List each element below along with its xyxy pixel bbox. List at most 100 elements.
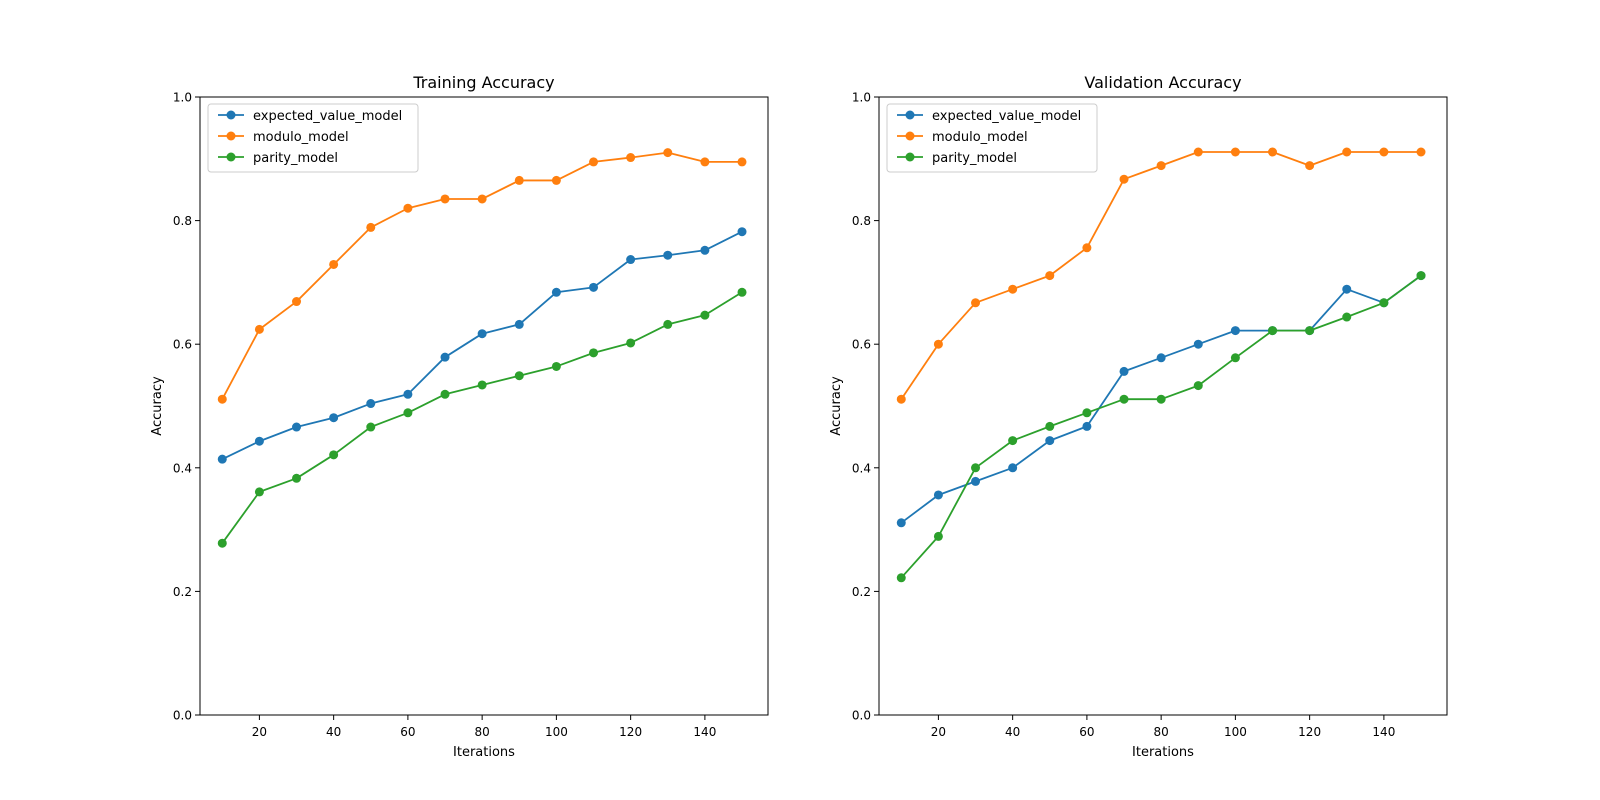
data-point bbox=[217, 454, 227, 464]
data-point bbox=[1342, 284, 1352, 294]
data-point bbox=[1230, 326, 1240, 336]
data-point bbox=[403, 389, 413, 399]
data-point bbox=[551, 175, 561, 185]
data-point bbox=[700, 157, 710, 167]
y-tick-label: 0.6 bbox=[173, 338, 192, 352]
data-point bbox=[589, 157, 599, 167]
data-point bbox=[1082, 243, 1092, 253]
series-layer bbox=[896, 147, 1426, 583]
x-tick-label: 40 bbox=[326, 725, 341, 739]
legend-label: modulo_model bbox=[253, 130, 349, 145]
chart-title: Validation Accuracy bbox=[1084, 73, 1241, 92]
y-tick-label: 0.4 bbox=[852, 461, 871, 475]
data-point bbox=[971, 476, 981, 486]
y-tick-label: 1.0 bbox=[852, 91, 871, 105]
x-tick: 100 bbox=[1224, 715, 1247, 739]
data-point bbox=[589, 348, 599, 358]
series-modulo-model bbox=[217, 148, 747, 404]
data-point bbox=[1416, 271, 1426, 281]
x-tick: 140 bbox=[693, 715, 716, 739]
y-ticks: 0.0 0.2 0.4 0.6 0.8 1.0 bbox=[852, 91, 879, 723]
legend-label: parity_model bbox=[253, 151, 338, 166]
y-tick: 0.4 bbox=[173, 461, 200, 475]
data-point bbox=[663, 319, 673, 329]
x-axis-label: Iterations bbox=[453, 745, 515, 760]
y-tick: 0.6 bbox=[852, 338, 879, 352]
data-point bbox=[1119, 394, 1129, 404]
data-point bbox=[514, 319, 524, 329]
data-point bbox=[737, 227, 747, 237]
data-point bbox=[254, 487, 264, 497]
legend-marker bbox=[905, 152, 915, 162]
y-tick: 0.8 bbox=[852, 214, 879, 228]
data-point bbox=[440, 389, 450, 399]
legend-frame bbox=[886, 103, 1098, 173]
x-tick: 120 bbox=[1298, 715, 1321, 739]
data-point bbox=[477, 329, 487, 339]
data-point bbox=[514, 175, 524, 185]
data-point bbox=[896, 394, 906, 404]
data-point bbox=[217, 538, 227, 548]
legend-label: modulo_model bbox=[932, 130, 1028, 145]
x-tick-label: 100 bbox=[545, 725, 568, 739]
data-point bbox=[217, 394, 227, 404]
data-point bbox=[1193, 339, 1203, 349]
data-point bbox=[1008, 436, 1018, 446]
data-point bbox=[971, 298, 981, 308]
x-tick: 20 bbox=[931, 715, 946, 739]
y-tick: 1.0 bbox=[173, 91, 200, 105]
legend-label: expected_value_model bbox=[253, 109, 402, 124]
x-tick-label: 80 bbox=[475, 725, 490, 739]
data-point bbox=[366, 399, 376, 409]
training-accuracy-panel: Training Accuracy 20 40 60 80 100 120 140 0.00… bbox=[150, 73, 769, 760]
x-tick-label: 140 bbox=[693, 725, 716, 739]
data-point bbox=[1008, 463, 1018, 473]
data-point bbox=[254, 324, 264, 334]
data-point bbox=[663, 250, 673, 260]
series-parity-model bbox=[896, 271, 1426, 583]
series-parity-model bbox=[217, 287, 747, 548]
data-point bbox=[1045, 436, 1055, 446]
series-layer bbox=[217, 148, 747, 548]
x-tick-label: 60 bbox=[1079, 725, 1094, 739]
data-point bbox=[1045, 421, 1055, 431]
y-tick: 0.6 bbox=[173, 338, 200, 352]
y-tick: 0.4 bbox=[852, 461, 879, 475]
x-tick: 40 bbox=[1005, 715, 1020, 739]
y-tick-label: 0.6 bbox=[852, 338, 871, 352]
x-axis-label: Iterations bbox=[1132, 745, 1194, 760]
y-tick-label: 0.8 bbox=[173, 214, 192, 228]
y-tick: 0.0 bbox=[852, 709, 879, 723]
data-point bbox=[1193, 147, 1203, 157]
data-point bbox=[551, 361, 561, 371]
y-tick-label: 0.0 bbox=[852, 709, 871, 723]
data-point bbox=[737, 287, 747, 297]
data-point bbox=[1230, 147, 1240, 157]
data-point bbox=[1268, 147, 1278, 157]
y-tick-label: 0.0 bbox=[173, 709, 192, 723]
legend-marker bbox=[226, 131, 236, 141]
data-point bbox=[254, 436, 264, 446]
data-point bbox=[329, 413, 339, 423]
data-point bbox=[366, 422, 376, 432]
x-tick-label: 60 bbox=[400, 725, 415, 739]
data-point bbox=[1045, 271, 1055, 281]
x-tick-label: 20 bbox=[931, 725, 946, 739]
x-tick: 20 bbox=[252, 715, 267, 739]
data-point bbox=[477, 194, 487, 204]
data-point bbox=[403, 203, 413, 213]
series-modulo-model bbox=[896, 147, 1426, 404]
y-tick: 0.2 bbox=[173, 585, 200, 599]
data-point bbox=[1119, 366, 1129, 376]
legend-marker bbox=[226, 110, 236, 120]
data-point bbox=[514, 371, 524, 381]
x-tick: 120 bbox=[619, 715, 642, 739]
data-point bbox=[1268, 326, 1278, 336]
data-point bbox=[1193, 381, 1203, 391]
data-point bbox=[551, 287, 561, 297]
legend-label: expected_value_model bbox=[932, 109, 1081, 124]
data-point bbox=[626, 338, 636, 348]
data-point bbox=[403, 408, 413, 418]
legend: expected_value_model modulo_model parity… bbox=[207, 103, 419, 173]
